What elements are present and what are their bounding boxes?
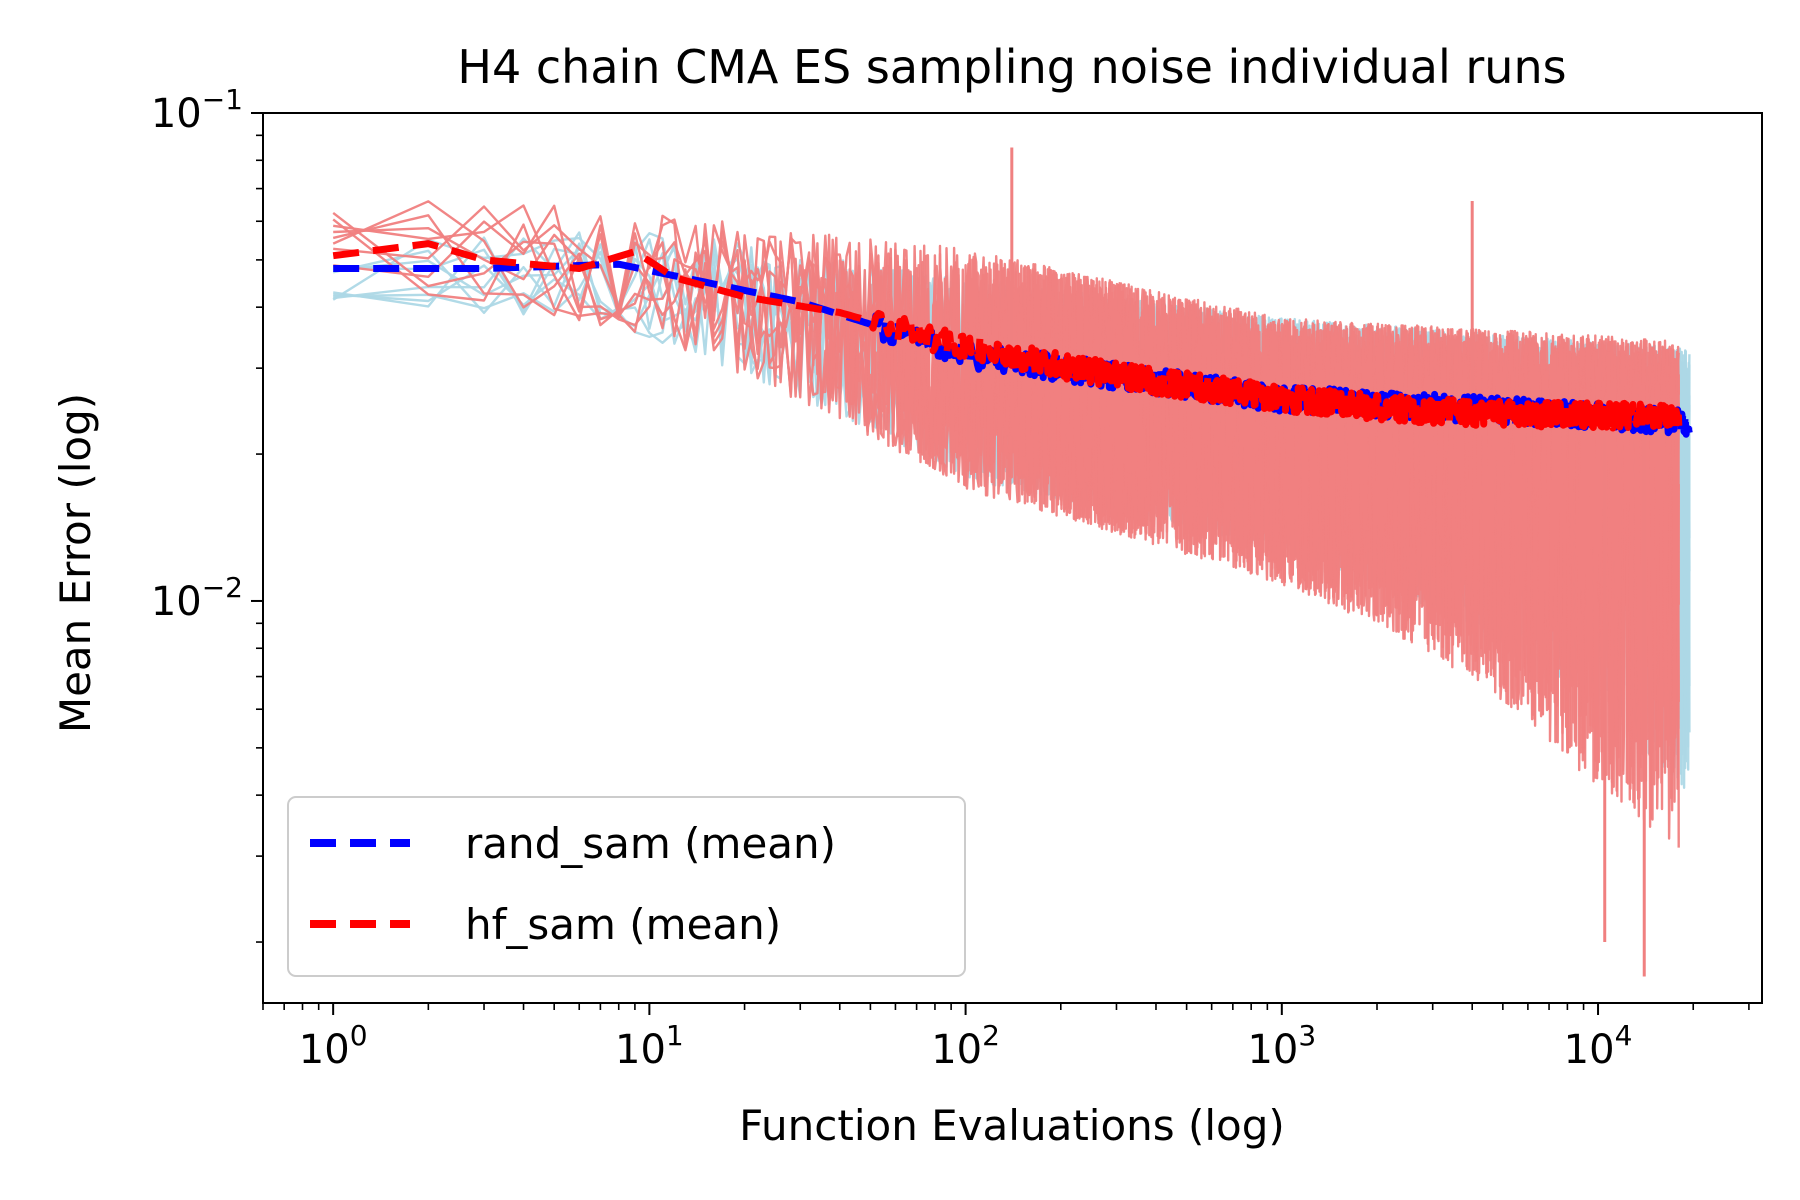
legend-hf-sam-label: hf_sam (mean) — [465, 900, 781, 949]
y-axis: 10−1 10−2 — [151, 83, 263, 943]
chart-title: H4 chain CMA ES sampling noise individua… — [457, 40, 1566, 94]
x-axis-label: Function Evaluations (log) — [739, 1101, 1285, 1150]
x-tick-label-0: 100 — [299, 1019, 368, 1073]
plot-area — [332, 147, 1693, 977]
x-tick-label-4: 104 — [1564, 1019, 1633, 1073]
x-tick-label-1: 101 — [615, 1019, 684, 1073]
legend-rand-sam-label: rand_sam (mean) — [465, 819, 836, 868]
legend: rand_sam (mean) hf_sam (mean) — [287, 796, 966, 977]
y-axis-label: Mean Error (log) — [51, 393, 100, 733]
run-line — [333, 204, 1680, 818]
x-tick-label-2: 102 — [931, 1019, 1000, 1073]
hf-sam-mean-line — [332, 240, 1683, 432]
x-axis: 100 101 102 103 104 — [262, 1003, 1750, 1073]
legend-box — [287, 796, 966, 977]
x-tick-label-3: 103 — [1247, 1019, 1316, 1073]
mean-lines — [332, 240, 1693, 439]
y-tick-label-0: 10−1 — [151, 83, 243, 137]
axes-frame — [262, 112, 1763, 1004]
y-tick-label-1: 10−2 — [151, 571, 243, 625]
